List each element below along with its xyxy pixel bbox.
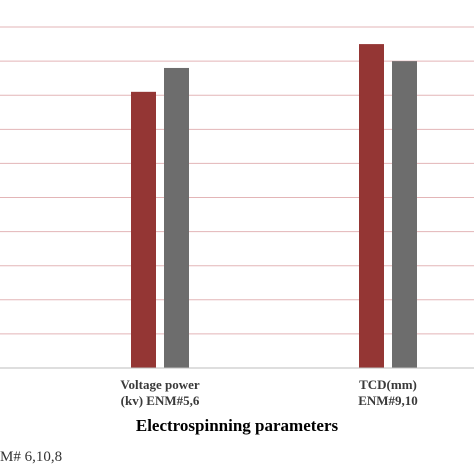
- bar-cat1-series1: [131, 91, 156, 368]
- footnote: M# 6,10,8: [0, 449, 63, 465]
- bar-cat2-series2: [392, 61, 417, 369]
- gridlines: [0, 26, 474, 335]
- x-axis-title: Electrospinning parameters: [135, 416, 339, 435]
- bar-cat1-series2: [164, 67, 189, 368]
- category-label-1: Voltage power (kv) ENM#5,6: [120, 377, 200, 408]
- category-label-2: TCD(mm) ENM#9,10: [358, 377, 418, 408]
- bar-cat2-series1: [359, 44, 384, 368]
- bars: [131, 44, 417, 369]
